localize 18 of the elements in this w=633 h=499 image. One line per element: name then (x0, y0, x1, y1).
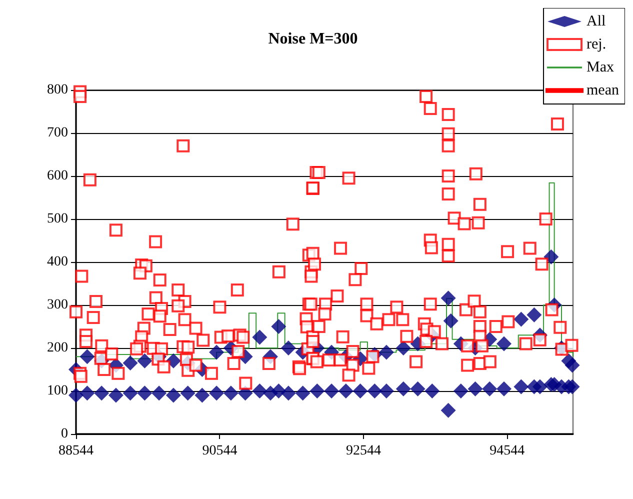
y-tick-label: 500 (47, 212, 68, 226)
x-tick-label: 88544 (58, 444, 94, 458)
y-tick-label: 100 (47, 384, 68, 398)
y-tick-label: 0 (61, 426, 68, 442)
y-tick-label: 200 (47, 340, 68, 356)
y-tick-label: 400 (47, 254, 68, 270)
legend-label: rej. (586, 36, 606, 52)
y-tick-label: 800 (47, 82, 68, 98)
legend-label: Max (586, 60, 615, 76)
x-tick-label: 92544 (346, 444, 381, 458)
y-tick-label: 700 (47, 126, 68, 140)
legend-label: mean (586, 82, 620, 98)
x-tick-label: 90544 (202, 444, 238, 458)
x-tick-label: 94544 (490, 444, 525, 458)
legend-label: All (586, 14, 606, 30)
y-tick-label: 300 (47, 298, 68, 312)
chart-title: Noise M=300 (268, 30, 358, 48)
y-tick-label: 600 (47, 168, 68, 184)
